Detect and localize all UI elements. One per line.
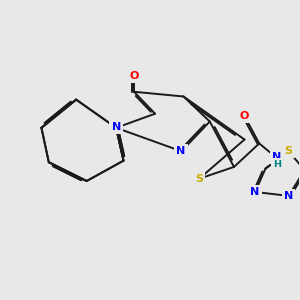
Text: S: S	[285, 146, 293, 156]
Text: H: H	[273, 160, 281, 169]
Text: O: O	[129, 71, 139, 81]
Text: S: S	[195, 174, 203, 184]
Text: N: N	[176, 146, 186, 156]
Text: N: N	[112, 122, 121, 132]
Text: N: N	[284, 191, 293, 201]
Text: N: N	[272, 152, 281, 162]
Text: O: O	[240, 111, 249, 121]
Text: N: N	[250, 187, 260, 197]
